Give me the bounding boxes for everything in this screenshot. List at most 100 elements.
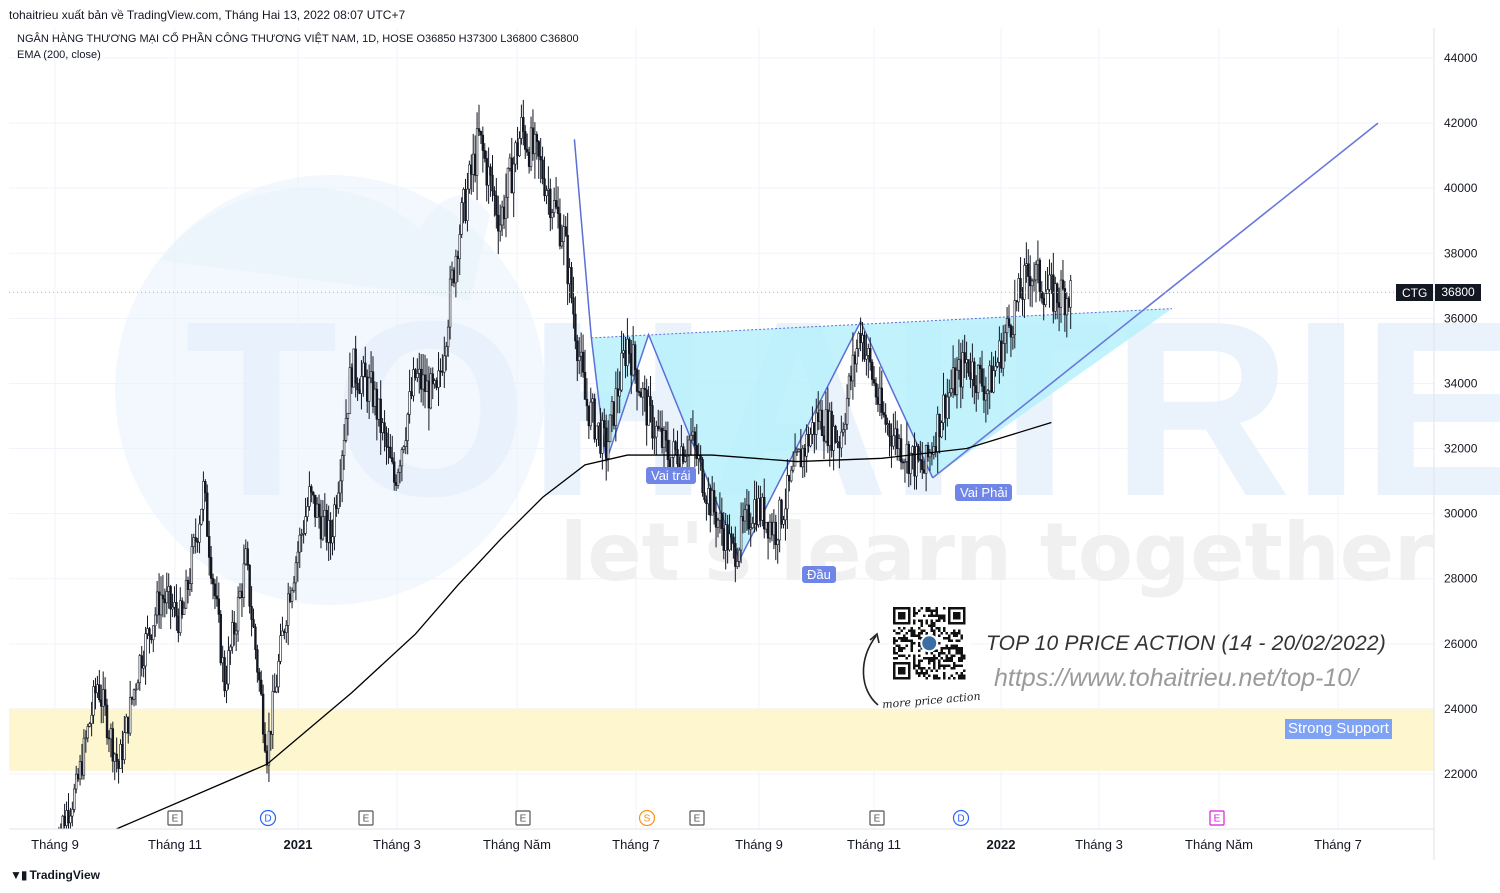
candle-body — [853, 354, 857, 365]
candle-body — [641, 387, 645, 398]
candle-body — [285, 625, 288, 633]
price-tick-label: 42000 — [1444, 116, 1478, 130]
candle-body — [726, 524, 729, 551]
candle-body — [689, 434, 693, 441]
candle-body — [932, 446, 936, 455]
candle-body — [491, 174, 494, 192]
candle-body — [888, 423, 891, 437]
candle-body — [774, 521, 778, 546]
indicator-legend[interactable]: EMA (200, close) — [17, 49, 101, 61]
qr-code[interactable] — [889, 603, 970, 684]
candle-body — [445, 346, 448, 357]
candle-body — [701, 459, 704, 493]
candle-body — [275, 686, 278, 693]
symbol-info[interactable]: NGÂN HÀNG THƯƠNG MẠI CỔ PHẦN CÔNG THƯƠNG… — [17, 33, 579, 45]
candle-body — [884, 414, 887, 425]
event-marker-E[interactable]: E — [689, 810, 705, 826]
candle-body — [1032, 279, 1036, 282]
candle-body — [963, 352, 966, 364]
promo-url[interactable]: https://www.tohaitrieu.net/top-10/ — [994, 664, 1359, 692]
price-tick-label: 44000 — [1444, 51, 1478, 65]
candle-body — [780, 499, 783, 525]
candle-body — [886, 423, 889, 425]
tradingview-brand[interactable]: ▼▮ TradingView — [10, 868, 100, 882]
candle-body — [398, 465, 402, 473]
candle-body — [159, 594, 163, 616]
price-axis[interactable]: 22000 24000 26000 28000 30000 32000 34000 36000… — [1444, 51, 1478, 781]
candle-body — [525, 149, 529, 153]
event-marker-D[interactable]: D — [259, 809, 277, 827]
candle-body — [653, 436, 656, 439]
candle-body — [125, 716, 128, 734]
candle-body — [878, 387, 882, 405]
candle-body — [179, 600, 182, 633]
event-marker-E[interactable]: E — [869, 810, 885, 826]
candle-body — [766, 522, 770, 539]
ema-200-line — [114, 421, 1052, 829]
candle-body — [209, 557, 213, 579]
candle-body — [470, 164, 473, 175]
candle-body — [558, 213, 562, 247]
candle-body — [96, 684, 99, 694]
candle-body — [986, 390, 990, 395]
candle-body — [805, 434, 808, 457]
candle-body — [707, 488, 710, 505]
candle-body — [1061, 279, 1065, 289]
candle-body — [1042, 297, 1045, 305]
candle-body — [709, 488, 712, 516]
candle-body — [552, 200, 556, 213]
watermark-tagline: let's learn together — [560, 506, 1434, 599]
candle-body — [824, 409, 828, 442]
candle-body — [234, 630, 238, 635]
candle-body — [421, 374, 425, 390]
candle-body — [664, 430, 668, 441]
event-marker-E[interactable]: E — [1209, 810, 1225, 826]
price-tick-label: 24000 — [1444, 702, 1478, 716]
event-letter: E — [874, 814, 881, 825]
event-marker-E[interactable]: E — [515, 810, 531, 826]
candle-body — [697, 455, 700, 459]
candle-body — [190, 546, 194, 584]
candle-body — [551, 212, 554, 218]
candle-body — [348, 367, 352, 414]
candle-body — [227, 650, 230, 685]
candle-body — [574, 313, 577, 342]
candle-body — [576, 340, 579, 362]
candle-body — [984, 393, 988, 401]
candle-body — [838, 441, 841, 449]
time-axis[interactable]: Tháng 9 Tháng 11 2021 Tháng 3 Tháng Năm Tháng… — [31, 837, 1362, 852]
right-shoulder-label: Vai Phải — [955, 484, 1013, 501]
candle-body — [182, 607, 186, 615]
candle-body — [392, 461, 396, 483]
candle-body — [730, 533, 733, 538]
ticker-price: 36800 — [1435, 284, 1481, 301]
candle-body — [504, 196, 508, 220]
candle-body — [142, 665, 145, 669]
price-tick-label: 22000 — [1444, 767, 1478, 781]
candle-body — [73, 788, 76, 810]
promo-title: TOP 10 PRICE ACTION (14 - 20/02/2022) — [986, 632, 1386, 655]
candle-body — [150, 635, 153, 641]
candle-body — [1000, 340, 1003, 369]
candle-body — [238, 590, 242, 598]
candle-body — [244, 548, 247, 565]
candle-body — [896, 428, 899, 450]
candle-body — [181, 600, 184, 615]
candle-body — [367, 377, 371, 402]
event-marker-E[interactable]: E — [358, 810, 374, 826]
event-marker-E[interactable]: E — [167, 810, 183, 826]
candle-body — [597, 422, 600, 427]
event-marker-S[interactable]: S — [638, 809, 656, 827]
event-marker-D[interactable]: D — [952, 809, 970, 827]
candle-body — [616, 388, 619, 397]
candle-body — [497, 214, 500, 232]
candle-body — [391, 457, 394, 463]
candle-body — [288, 593, 292, 602]
candle-body — [820, 409, 824, 437]
candle-body — [448, 278, 452, 328]
candle-body — [1065, 298, 1069, 316]
candle-body — [1034, 264, 1038, 281]
candle-body — [693, 431, 697, 446]
candle-body — [360, 376, 363, 394]
